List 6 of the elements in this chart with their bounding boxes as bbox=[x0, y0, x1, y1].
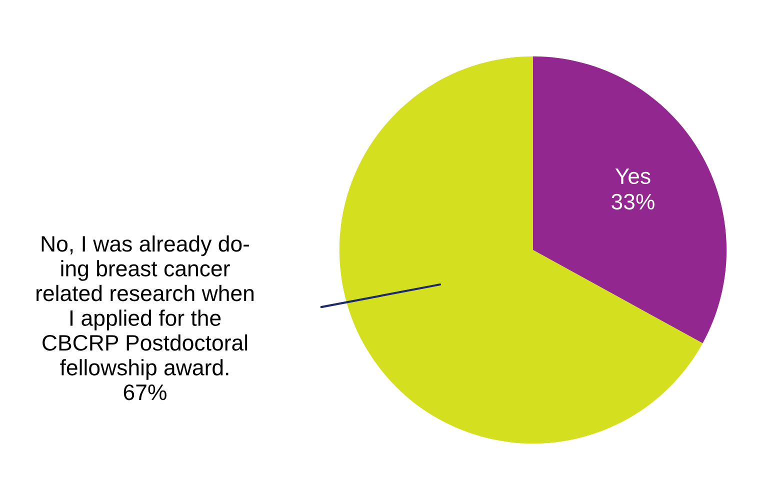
data-label: 33% bbox=[612, 194, 654, 210]
data-label: 67% bbox=[124, 384, 166, 400]
slice-label: Yes bbox=[615, 168, 650, 184]
pie-slice bbox=[339, 56, 703, 444]
slice-label: No, I was already do- ing breast cancer related research when I applied for the CBCRP Postdoctoral fellowship award. bbox=[36, 235, 254, 380]
pie-slice bbox=[533, 56, 727, 344]
